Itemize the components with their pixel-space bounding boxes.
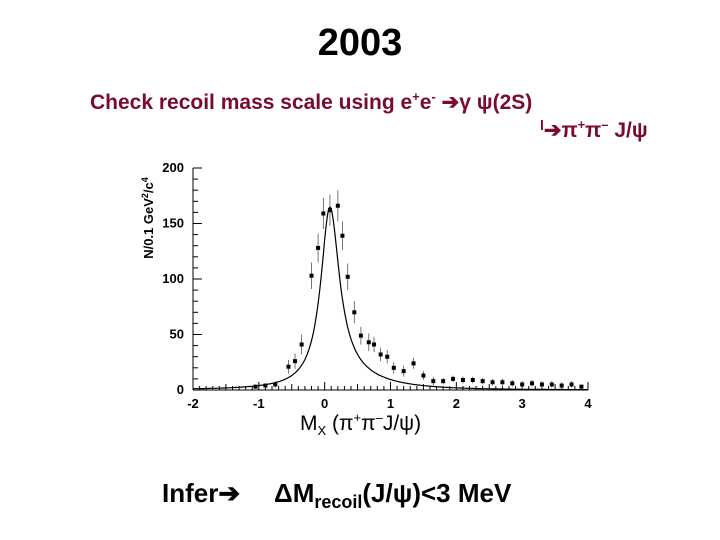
data-point [358, 333, 363, 338]
infer-label: Infer➔ [162, 478, 240, 509]
data-point [327, 208, 332, 213]
xlabel-sub: X [317, 423, 327, 439]
data-point [309, 273, 314, 278]
fit-curve-group [193, 206, 588, 391]
ylabel-sup1: 2 [139, 193, 150, 199]
subtitle-sup-minus: - [431, 89, 436, 104]
x-tick-label: 0 [321, 396, 328, 411]
y-tick-label: 100 [162, 271, 184, 286]
decay-line: l➔π+π– J/ψ [540, 117, 648, 143]
data-points-group [253, 190, 584, 389]
data-point [549, 382, 554, 387]
data-point [253, 384, 258, 389]
data-point [401, 369, 406, 374]
decay-sup-plus: + [577, 117, 586, 132]
data-point [539, 382, 544, 387]
xlabel-sup2: – [375, 410, 383, 425]
infer-text: Infer [162, 478, 219, 508]
arrow-icon: ➔ [441, 91, 460, 114]
data-point [293, 359, 298, 364]
xlabel-rest-a: (π [326, 412, 354, 435]
data-point [411, 361, 416, 366]
data-point [510, 381, 515, 386]
data-point [530, 381, 535, 386]
fit-curve [193, 206, 588, 391]
decay-arrow-icon: ➔ [543, 119, 562, 142]
infer-arrow-icon: ➔ [218, 478, 241, 508]
subtitle: Check recoil mass scale using e+e- ➔γ ψ(… [90, 89, 532, 115]
data-point [286, 364, 291, 369]
data-point [431, 379, 436, 384]
x-axis-label: MX (π+π–J/ψ) [300, 410, 421, 438]
x-tick-label: 2 [453, 396, 460, 411]
data-point [372, 342, 377, 347]
result-statement: ΔMrecoil(J/ψ)<3 MeV [274, 478, 511, 513]
result-delta: ΔM [274, 478, 315, 508]
x-tick-label: 4 [584, 396, 592, 411]
y-tick-label: 50 [170, 327, 184, 342]
slide-title: 2003 [317, 22, 403, 64]
y-tick-label: 0 [177, 382, 184, 397]
data-point [451, 376, 456, 381]
data-point [340, 233, 345, 238]
ylabel-sup2: 4 [139, 177, 150, 183]
ylabel-text: N/0.1 GeV [141, 198, 157, 259]
xlabel-rest-b: π [361, 412, 376, 435]
decay-tail: J/ψ [608, 119, 648, 142]
x-tick-label: -1 [253, 396, 265, 411]
data-point [316, 245, 321, 250]
data-point [520, 382, 525, 387]
data-point [470, 378, 475, 383]
data-point [569, 382, 574, 387]
data-point [500, 380, 505, 385]
plot-axes: -2 -1 0 1 2 3 4 0 50 100 150 200 [162, 160, 592, 411]
y-tick-label: 150 [162, 216, 184, 231]
ylabel-mid: /c [141, 182, 157, 194]
data-point [352, 310, 357, 315]
x-tick-label: 3 [519, 396, 526, 411]
result-tail: (J/ψ)<3 MeV [362, 478, 512, 508]
y-axis-label: N/0.1 GeV2/c4 [140, 177, 156, 259]
result-sub: recoil [314, 492, 363, 513]
subtitle-sup-plus: + [412, 89, 420, 104]
data-point [480, 379, 485, 384]
data-point [263, 383, 268, 388]
subtitle-prefix: Check recoil mass scale using e [90, 91, 413, 114]
subtitle-tail: γ ψ(2S) [459, 91, 533, 114]
data-point [421, 373, 426, 378]
data-point [559, 383, 564, 388]
xlabel-rest-c: J/ψ) [382, 412, 422, 435]
data-point [579, 384, 584, 389]
x-tick-label: 1 [387, 396, 394, 411]
data-point [321, 211, 326, 216]
subtitle-mid: e [419, 91, 432, 114]
data-point [460, 378, 465, 383]
xlabel-main: M [300, 412, 318, 435]
data-point [335, 203, 340, 208]
data-point [299, 342, 304, 347]
decay-sup-minus: – [601, 117, 609, 132]
data-point [391, 365, 396, 370]
data-point [273, 382, 278, 387]
data-point [345, 274, 350, 279]
data-point [378, 352, 383, 357]
xlabel-sup1: + [353, 410, 362, 425]
decay-pi: π [561, 119, 578, 142]
y-tick-label: 200 [162, 160, 184, 175]
decay-pi2: π [585, 119, 602, 142]
x-tick-label: -2 [187, 396, 199, 411]
data-point [490, 380, 495, 385]
data-point [385, 354, 390, 359]
data-point [441, 379, 446, 384]
decay-bar: l [540, 117, 544, 133]
data-point [366, 340, 371, 345]
